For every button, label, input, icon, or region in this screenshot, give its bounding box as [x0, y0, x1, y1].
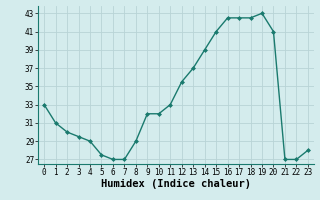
- X-axis label: Humidex (Indice chaleur): Humidex (Indice chaleur): [101, 179, 251, 189]
